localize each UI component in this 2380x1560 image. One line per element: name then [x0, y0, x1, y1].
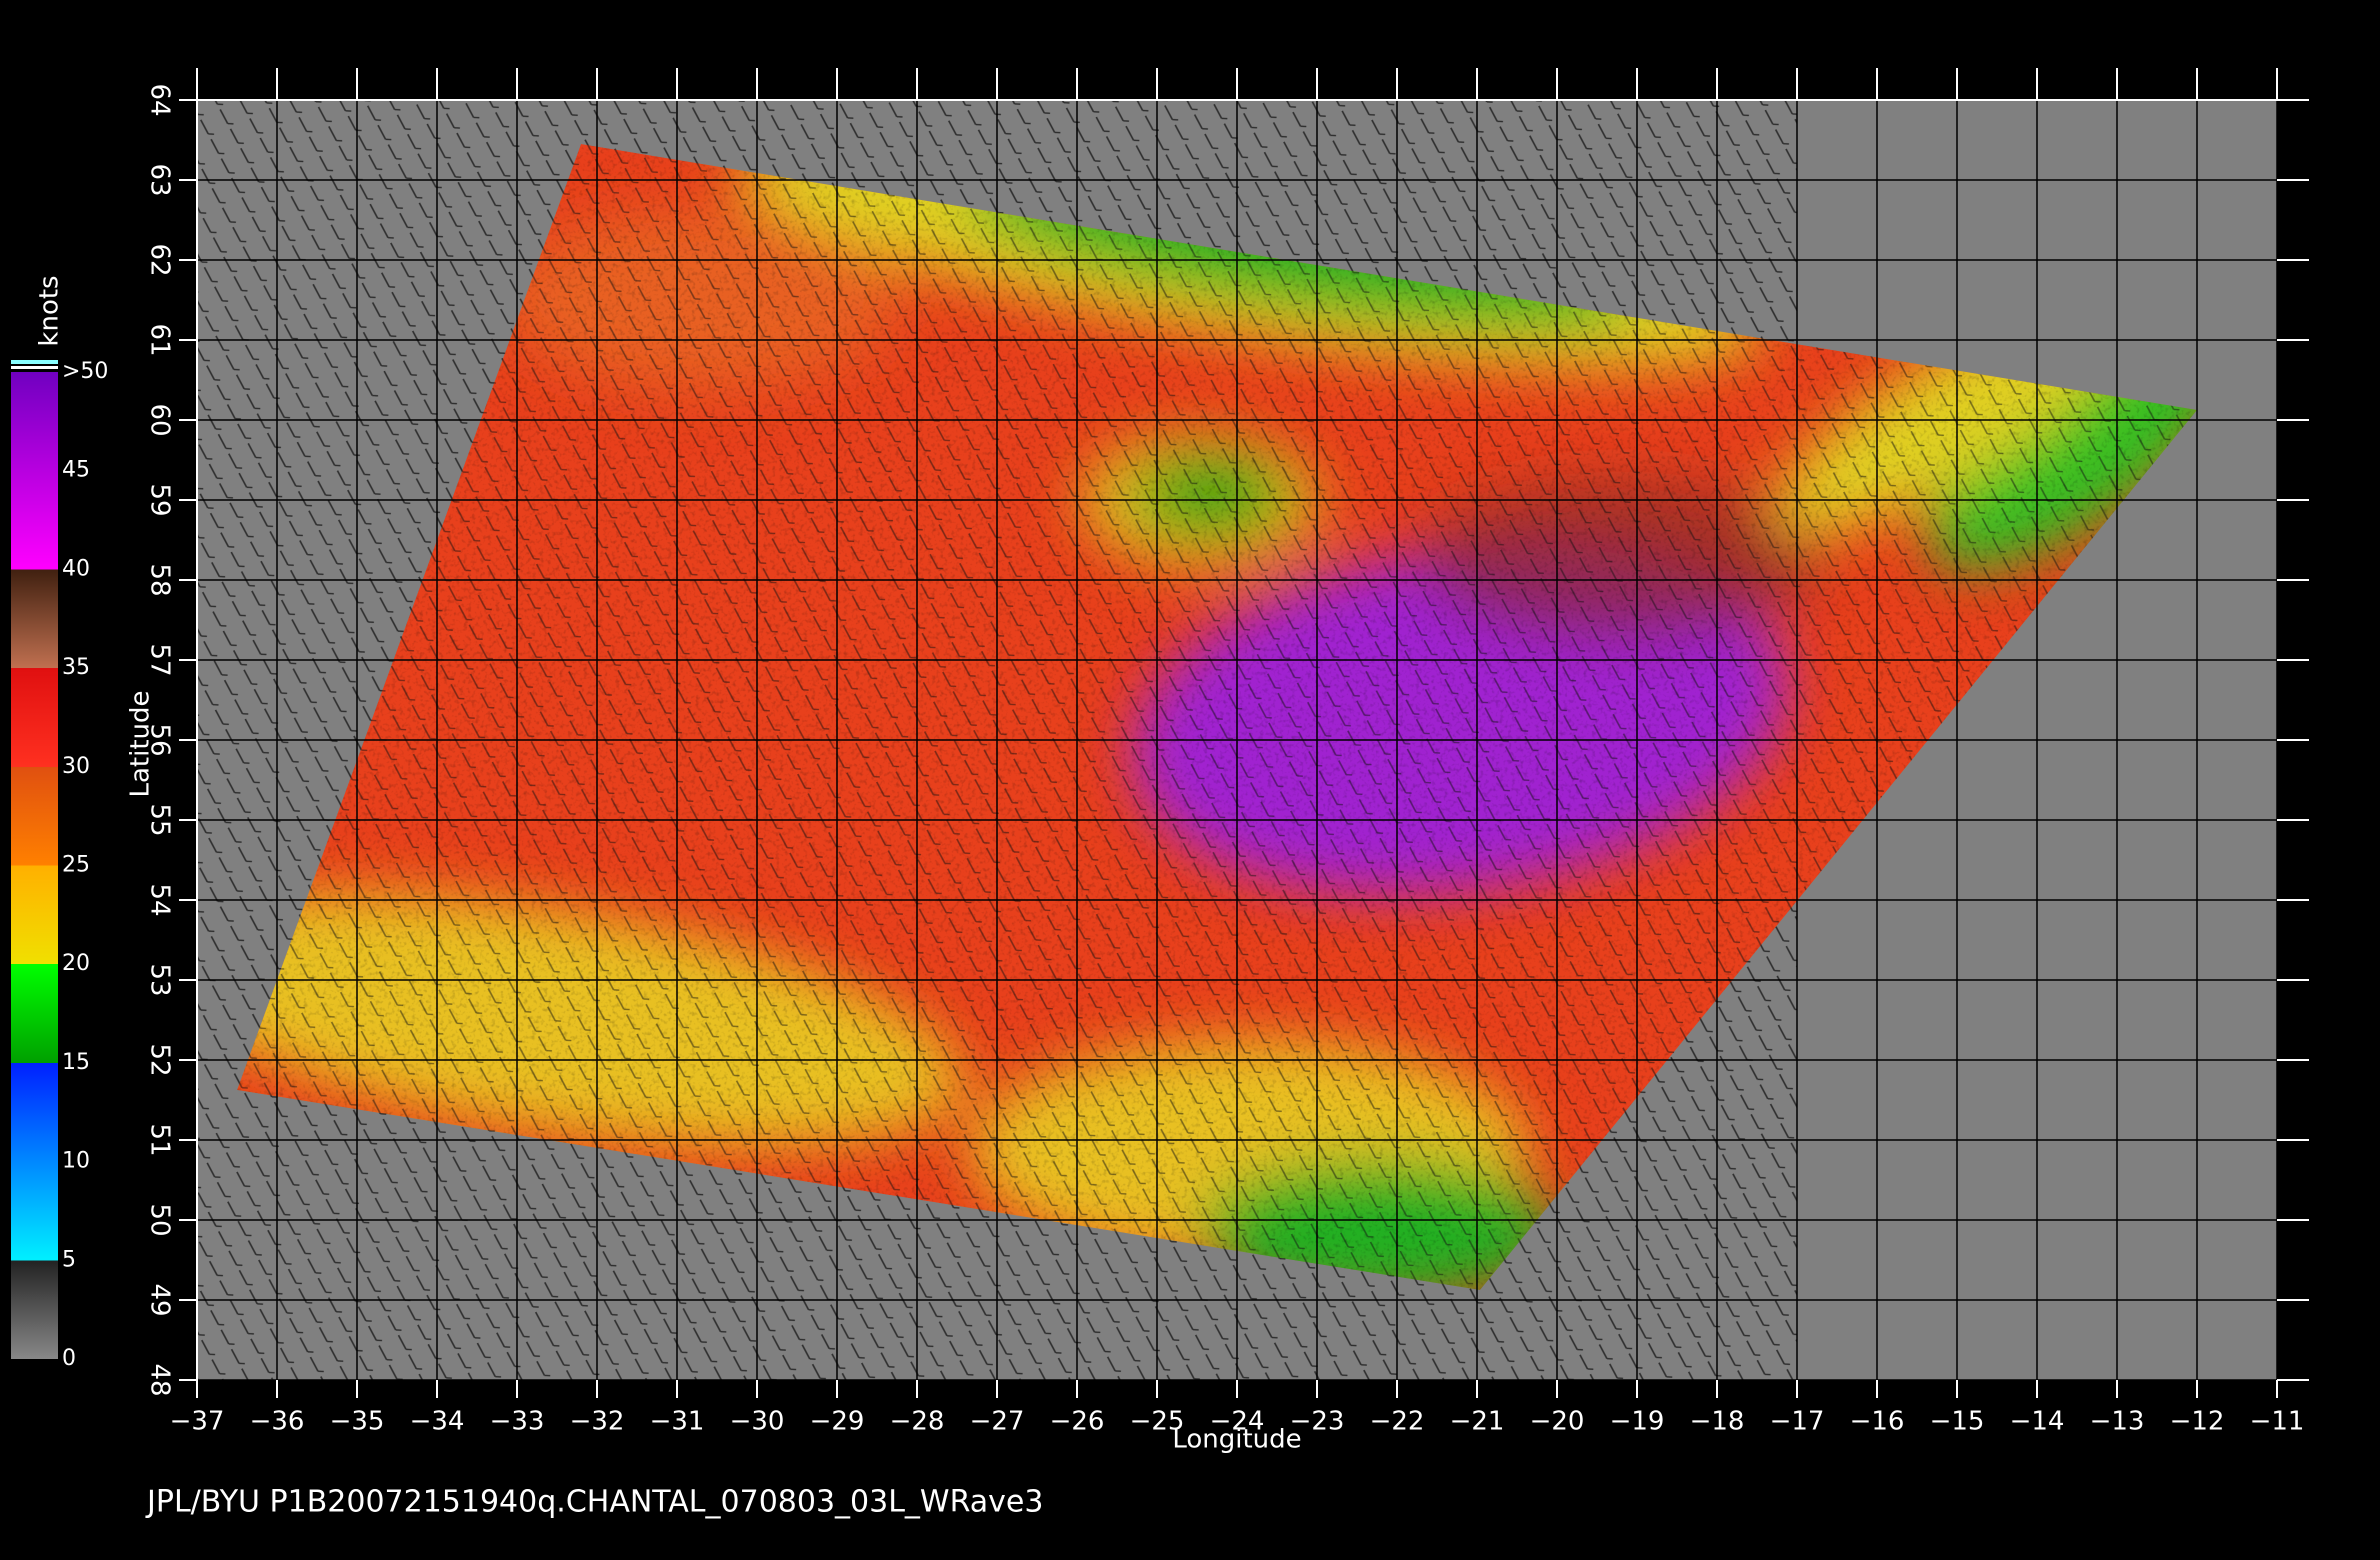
- y-tick-label: 64: [145, 83, 175, 116]
- x-tick-label: −30: [730, 1407, 785, 1437]
- x-tick-label: −11: [2250, 1407, 2305, 1437]
- y-axis-label: Latitude: [126, 690, 156, 797]
- colorbar: [11, 372, 58, 1359]
- colorbar-label: 15: [62, 1050, 90, 1075]
- x-tick-label: −37: [170, 1407, 225, 1437]
- y-tick-label: 54: [145, 883, 175, 916]
- y-tick-label: 55: [145, 803, 175, 836]
- x-tick-label: −15: [1930, 1407, 1985, 1437]
- y-tick-label: 60: [145, 403, 175, 436]
- x-tick-label: −12: [2170, 1407, 2225, 1437]
- x-tick-label: −13: [2090, 1407, 2145, 1437]
- y-tick-label: 63: [145, 163, 175, 196]
- y-tick-label: 50: [145, 1203, 175, 1236]
- colorbar-label: 5: [62, 1247, 76, 1272]
- colorbar-label: 10: [62, 1149, 90, 1174]
- colorbar-cap: [11, 360, 58, 364]
- x-tick-label: −16: [1850, 1407, 1905, 1437]
- x-tick-label: −24: [1210, 1407, 1265, 1437]
- y-tick-label: 52: [145, 1043, 175, 1076]
- colorbar-label: 0: [62, 1346, 76, 1371]
- x-tick-label: −35: [330, 1407, 385, 1437]
- x-tick-label: −27: [970, 1407, 1025, 1437]
- colorbar-label: 45: [62, 458, 90, 483]
- y-tick-label: 59: [145, 483, 175, 516]
- x-tick-label: −33: [490, 1407, 545, 1437]
- x-tick-label: −17: [1770, 1407, 1825, 1437]
- y-tick-label: 61: [145, 323, 175, 356]
- x-tick-label: −34: [410, 1407, 465, 1437]
- x-tick-label: −32: [570, 1407, 625, 1437]
- colorbar-label: 20: [62, 951, 90, 976]
- y-tick-label: 56: [145, 723, 175, 756]
- x-tick-label: −26: [1050, 1407, 1105, 1437]
- x-tick-label: −29: [810, 1407, 865, 1437]
- colorbar-cap: [11, 366, 58, 369]
- colorbar-label: 40: [62, 556, 90, 581]
- x-tick-label: −21: [1450, 1407, 1505, 1437]
- colorbar-label: >50: [62, 359, 108, 384]
- colorbar-label: 25: [62, 853, 90, 878]
- y-tick-label: 49: [145, 1283, 175, 1316]
- colorbar-label: 30: [62, 754, 90, 779]
- x-tick-label: −28: [890, 1407, 945, 1437]
- x-tick-label: −20: [1530, 1407, 1585, 1437]
- y-tick-label: 53: [145, 963, 175, 996]
- y-tick-label: 58: [145, 563, 175, 596]
- colorbar-label: 35: [62, 655, 90, 680]
- x-tick-label: −25: [1130, 1407, 1185, 1437]
- y-tick-label: 48: [145, 1363, 175, 1396]
- x-tick-label: −23: [1290, 1407, 1345, 1437]
- x-tick-label: −22: [1370, 1407, 1425, 1437]
- x-tick-label: −14: [2010, 1407, 2065, 1437]
- y-tick-label: 62: [145, 243, 175, 276]
- y-tick-label: 57: [145, 643, 175, 676]
- x-tick-label: −19: [1610, 1407, 1665, 1437]
- y-tick-label: 51: [145, 1123, 175, 1156]
- colorbar-title: knots: [35, 275, 65, 346]
- x-tick-label: −36: [250, 1407, 305, 1437]
- x-axis-label: Longitude: [1172, 1425, 1301, 1455]
- x-tick-label: −18: [1690, 1407, 1745, 1437]
- footer: JPL/BYU P1B20072151940q.CHANTAL_070803_0…: [145, 1485, 1043, 1520]
- x-tick-label: −31: [650, 1407, 705, 1437]
